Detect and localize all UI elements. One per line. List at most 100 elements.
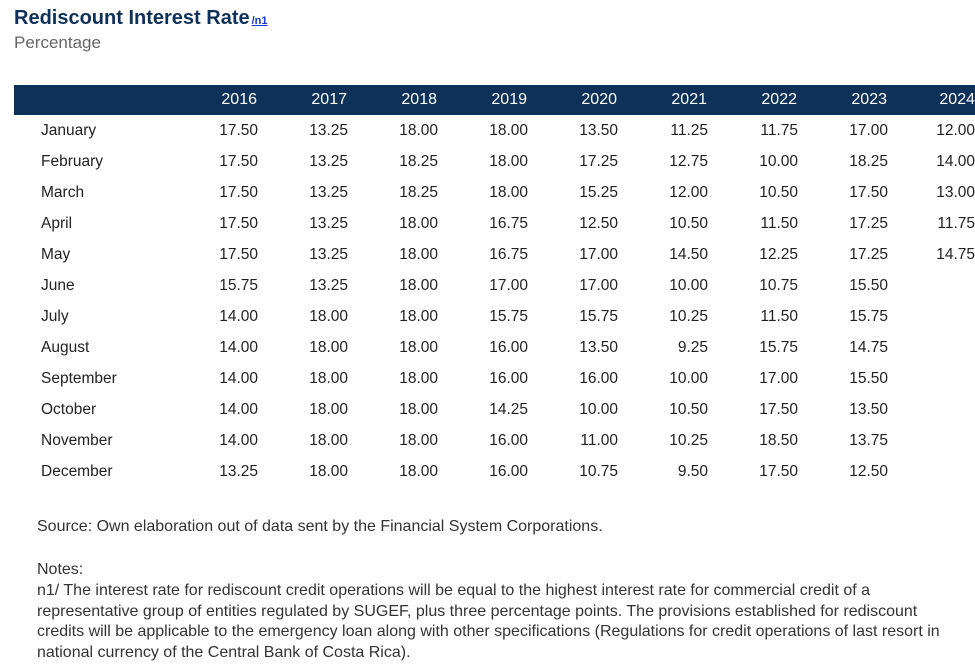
year-header: 2018: [401, 91, 437, 108]
rate-cell: 17.50: [219, 152, 258, 170]
rate-cell: 13.25: [309, 245, 348, 263]
table-row: March 17.50 13.25 18.25 18.00 15.25 12.00 10.50…: [14, 177, 975, 208]
rate-cell: 17.50: [219, 214, 258, 232]
rate-cell: 18.25: [399, 183, 438, 201]
source-note: Source: Own elaboration out of data sent…: [37, 518, 603, 535]
rate-cell: 17.00: [579, 245, 618, 263]
rate-cell: 17.25: [579, 152, 618, 170]
rate-cell: 18.25: [399, 152, 438, 170]
rate-cell: 14.00: [219, 369, 258, 387]
rate-cell: 18.00: [489, 183, 528, 201]
rate-cell: 15.25: [579, 183, 618, 201]
rate-cell: 17.50: [219, 121, 258, 139]
rate-cell: 18.00: [399, 400, 438, 418]
rate-cell: 14.25: [489, 400, 528, 418]
rate-cell: 14.00: [219, 431, 258, 449]
rate-cell: 16.00: [489, 338, 528, 356]
month-label: August: [41, 338, 90, 356]
table-body: January 17.50 13.25 18.00 18.00 13.50 11.25 11.…: [14, 115, 975, 487]
rate-cell: 16.75: [489, 245, 528, 263]
rates-table: 2016 2017 2018 2019 2020 2021 2022 2023 …: [14, 85, 975, 487]
table-row: February 17.50 13.25 18.25 18.00 17.25 12.75 10…: [14, 146, 975, 177]
rate-cell: 12.50: [849, 462, 888, 480]
month-label: October: [41, 400, 97, 418]
rate-cell: 18.00: [309, 462, 348, 480]
table-row: October 14.00 18.00 18.00 14.25 10.00 10.50 17.…: [14, 394, 975, 425]
year-header: 2024: [939, 91, 975, 108]
month-label: November: [41, 431, 113, 449]
year-header: 2016: [221, 91, 257, 108]
rate-cell: 14.75: [849, 338, 888, 356]
year-header: 2019: [491, 91, 527, 108]
rate-cell: 17.50: [759, 462, 798, 480]
month-label: February: [41, 152, 104, 170]
rate-cell: 18.00: [399, 338, 438, 356]
rate-cell: 10.50: [669, 400, 708, 418]
rate-cell: 16.75: [489, 214, 528, 232]
month-label: September: [41, 369, 117, 387]
year-header: 2021: [671, 91, 707, 108]
rate-cell: 16.00: [489, 431, 528, 449]
rate-cell: 13.25: [309, 276, 348, 294]
rate-cell: 10.75: [759, 276, 798, 294]
rate-cell: [893, 394, 975, 425]
month-label: May: [41, 245, 71, 263]
table-row: June 15.75 13.25 18.00 17.00 17.00 10.00 10.75 1…: [14, 270, 975, 301]
rate-cell: 14.75: [936, 245, 975, 263]
rate-cell: 18.00: [399, 431, 438, 449]
table-row: December 13.25 18.00 18.00 16.00 10.75 9.50 17.…: [14, 456, 975, 487]
rate-cell: 9.50: [677, 462, 708, 480]
rate-cell: 13.50: [579, 121, 618, 139]
rate-cell: 18.00: [399, 214, 438, 232]
rate-cell: 13.50: [849, 400, 888, 418]
rate-cell: 10.00: [669, 369, 708, 387]
rate-cell: 17.25: [849, 214, 888, 232]
rate-cell: [893, 456, 975, 487]
note-n1-link[interactable]: /n1: [251, 15, 268, 27]
month-label: December: [41, 462, 113, 480]
month-label: January: [41, 121, 97, 139]
rate-cell: 18.00: [399, 462, 438, 480]
rate-cell: 11.50: [760, 214, 798, 232]
rate-cell: 16.00: [489, 462, 528, 480]
rate-cell: 13.00: [936, 183, 975, 201]
rate-cell: 12.25: [759, 245, 798, 263]
rate-cell: 18.00: [309, 307, 348, 325]
rate-cell: 13.25: [309, 152, 348, 170]
month-label: June: [41, 276, 75, 294]
rate-cell: 18.00: [489, 152, 528, 170]
rate-cell: 15.50: [849, 369, 888, 387]
rate-cell: 13.25: [219, 462, 258, 480]
rate-cell: 10.50: [759, 183, 798, 201]
rate-cell: 18.00: [399, 121, 438, 139]
rate-cell: 11.75: [937, 214, 975, 232]
rate-cell: 15.75: [759, 338, 798, 356]
rate-cell: 18.50: [759, 431, 798, 449]
rate-cell: 18.00: [309, 400, 348, 418]
table-row: May 17.50 13.25 18.00 16.75 17.00 14.50 12.25 17…: [14, 239, 975, 270]
rate-cell: 17.25: [849, 245, 888, 263]
rate-cell: 9.25: [677, 338, 708, 356]
table-row: November 14.00 18.00 18.00 16.00 11.00 10.25 18…: [14, 425, 975, 456]
rate-cell: 18.00: [309, 369, 348, 387]
rate-cell: 15.75: [489, 307, 528, 325]
rate-cell: 17.50: [849, 183, 888, 201]
rate-cell: 13.25: [309, 183, 348, 201]
rate-cell: 12.00: [669, 183, 708, 201]
rate-cell: 13.75: [849, 431, 888, 449]
rate-cell: 14.00: [219, 400, 258, 418]
year-header: 2017: [311, 91, 347, 108]
rate-cell: 17.00: [579, 276, 618, 294]
table-row: April 17.50 13.25 18.00 16.75 12.50 10.50 11.50…: [14, 208, 975, 239]
year-header: 2020: [581, 91, 617, 108]
rate-cell: 14.00: [219, 307, 258, 325]
rate-cell: 18.00: [489, 121, 528, 139]
rate-cell: 14.00: [936, 152, 975, 170]
rate-cell: 17.50: [759, 400, 798, 418]
table-row: September 14.00 18.00 18.00 16.00 16.00 10.00 1…: [14, 363, 975, 394]
rate-cell: 18.00: [399, 369, 438, 387]
rate-cell: 15.75: [849, 307, 888, 325]
rate-cell: 16.00: [489, 369, 528, 387]
rate-cell: 18.00: [309, 431, 348, 449]
rate-cell: 18.00: [399, 307, 438, 325]
